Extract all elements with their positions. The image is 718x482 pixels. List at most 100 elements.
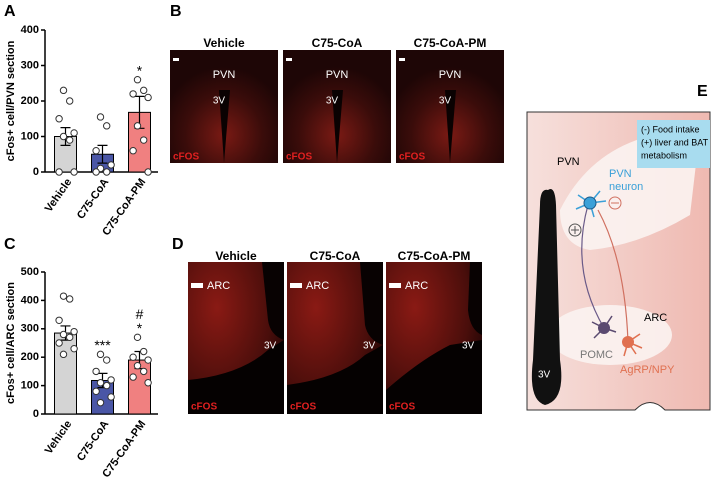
data-point [55, 316, 63, 324]
image-title: Vehicle [203, 36, 245, 50]
dendrites [623, 333, 643, 357]
y-tick-label: 500 [21, 266, 39, 278]
data-point [107, 161, 115, 169]
ventricle [531, 189, 562, 405]
data-point [144, 93, 152, 102]
pvn-neuron [583, 196, 597, 210]
data-point [129, 90, 137, 98]
y-tick-label: 0 [33, 166, 39, 178]
region-label: PVN [439, 69, 462, 81]
x-tick-label: Vehicle [43, 177, 75, 215]
data-point [59, 330, 68, 339]
y-axis-label: cFos+ cell/PVN section [5, 40, 17, 161]
data-point [129, 147, 137, 155]
data-point [140, 86, 148, 95]
data-point [59, 350, 68, 359]
effect-text: (-) Food intake [641, 124, 700, 134]
annotation: * [137, 62, 143, 78]
image-title: C75-CoA [310, 249, 361, 263]
annotation: # [136, 306, 144, 322]
ventricle-label: 3V [264, 341, 277, 352]
minus-sign [608, 196, 622, 210]
y-axis-label: cFos+ cell/ARC section [5, 282, 17, 404]
error-bar [60, 127, 71, 146]
data-point [133, 362, 142, 370]
ventricle-label: 3V [462, 341, 475, 352]
y-tick-label: 200 [21, 351, 39, 363]
stain-label: cFOS [290, 402, 316, 413]
effect-text: metabolism [641, 150, 687, 160]
panel-label: D [172, 236, 184, 253]
effect-text: (+) liver and BAT [641, 137, 709, 147]
data-point [59, 132, 68, 141]
data-point [55, 115, 63, 123]
error-bar [97, 372, 108, 389]
scale-bar [399, 58, 405, 61]
data-point [92, 387, 100, 395]
effect-box [637, 120, 710, 168]
scale-bar [286, 58, 292, 61]
data-point [133, 333, 142, 342]
agrp-neuron [622, 336, 634, 348]
ventricle-label: 3V [363, 341, 376, 352]
image-title: Vehicle [215, 249, 257, 263]
y-tick-label: 400 [21, 294, 39, 306]
stain-label: cFOS [286, 152, 312, 163]
error-bar [60, 325, 71, 341]
axon [581, 204, 605, 329]
scale-bar [191, 283, 203, 288]
region-label: ARC [306, 280, 329, 292]
pomc-label: POMC [580, 349, 613, 361]
y-tick-label: 300 [21, 59, 39, 71]
data-point [70, 129, 78, 137]
data-point [55, 339, 63, 347]
data-point [55, 168, 63, 176]
panel-e [526, 111, 711, 411]
y-tick-label: 200 [21, 95, 39, 107]
ventricle-label: 3V [213, 96, 226, 107]
data-point [70, 344, 78, 353]
plus-sign [571, 226, 579, 234]
ventricle-label: 3V [326, 96, 339, 107]
data-point [103, 381, 111, 390]
annotation: *** [94, 337, 111, 353]
data-point [103, 122, 111, 130]
error-bar [97, 144, 108, 164]
ventricle-label: 3V [538, 370, 551, 381]
image-title: C75-CoA-PM [398, 249, 471, 263]
neuron-label: neuron [609, 181, 643, 193]
data-point [66, 295, 74, 303]
arc-area [548, 305, 672, 365]
stain-label: cFOS [191, 402, 217, 413]
region-label: ARC [405, 280, 428, 292]
data-point [107, 393, 115, 401]
ventricle [219, 90, 456, 163]
data-point [133, 76, 142, 84]
stain-label: cFOS [173, 152, 199, 163]
neuron-label: PVN [609, 168, 632, 180]
data-point [129, 373, 137, 381]
scale-bar [389, 283, 401, 288]
annotation: * [137, 320, 143, 336]
error-bar [134, 95, 145, 129]
data-point [140, 347, 148, 356]
ventricle-label: 3V [439, 96, 452, 107]
data-point [96, 398, 105, 407]
data-point [129, 353, 137, 361]
x-tick-label: C75-CoA [75, 176, 112, 221]
y-tick-label: 300 [21, 323, 39, 335]
y-tick-label: 100 [21, 380, 39, 392]
data-point [92, 367, 100, 376]
scale-bar [173, 58, 179, 61]
ventricle [262, 262, 482, 345]
data-point [92, 168, 100, 176]
data-point [107, 376, 115, 384]
dark-area [188, 340, 482, 414]
data-point [59, 292, 68, 300]
data-point [103, 356, 111, 364]
data-point [70, 327, 78, 336]
stain-label: cFOS [399, 152, 425, 163]
image-title: C75-CoA-PM [414, 36, 487, 50]
y-tick-label: 0 [33, 408, 39, 420]
agrp-label: AgRP/NPY [620, 364, 675, 376]
